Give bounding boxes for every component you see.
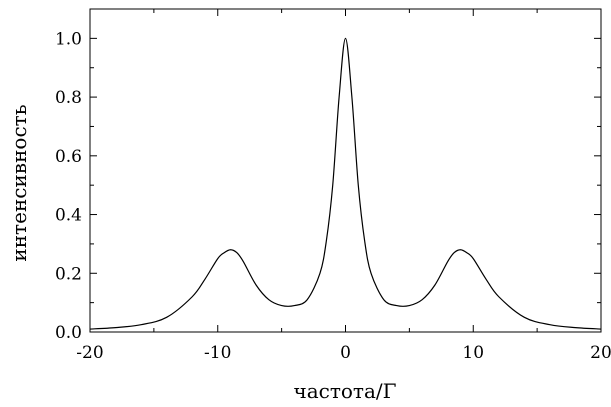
- series-layer: [89, 37, 602, 330]
- x-tick-label: -20: [76, 343, 103, 363]
- y-tick-label: 0.2: [55, 264, 82, 284]
- x-axis-ticks: -20 -10 0 10 20: [76, 9, 611, 363]
- x-tick-label: 20: [590, 343, 611, 363]
- series-line: [89, 37, 602, 330]
- y-tick-label: 0.4: [55, 206, 82, 226]
- plot-frame: [89, 8, 602, 333]
- y-tick-label: 0.0: [55, 323, 82, 343]
- x-tick-label: -10: [204, 343, 231, 363]
- y-axis-label: интенсивность: [7, 104, 31, 261]
- plot-border: [89, 8, 602, 333]
- x-tick-label: 0: [340, 343, 351, 363]
- y-tick-label: 0.6: [55, 147, 82, 167]
- y-tick-label: 0.8: [55, 88, 82, 108]
- x-tick-label: 10: [462, 343, 484, 363]
- x-axis-label: частота/Γ: [293, 379, 396, 403]
- y-tick-label: 1.0: [55, 29, 82, 49]
- y-axis-ticks: 0.0 0.2 0.4 0.6 0.8 1.0: [55, 8, 601, 343]
